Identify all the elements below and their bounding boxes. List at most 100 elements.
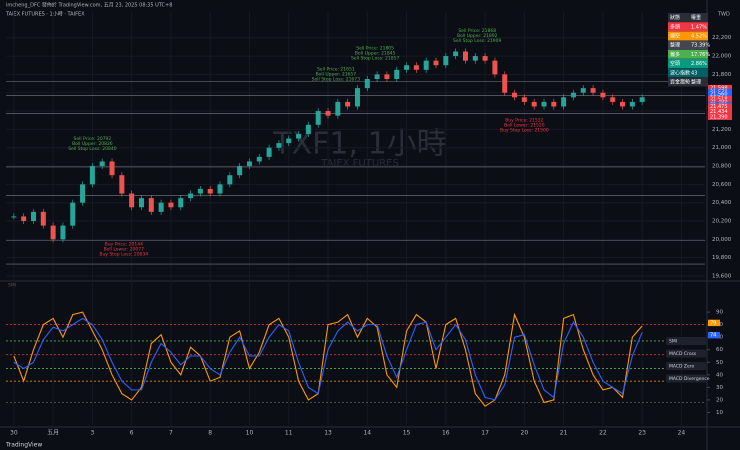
watermark: TXF1, 1小時 (272, 127, 446, 162)
x-tick-label: 30 (10, 430, 18, 437)
indicator-button[interactable] (666, 337, 706, 345)
annotation: Sell Price: 21868 (458, 28, 496, 34)
candle (305, 124, 311, 134)
table-cell: 波心指數 (670, 69, 690, 76)
candle (207, 188, 213, 194)
x-tick-label: 22 (599, 430, 607, 437)
candle (99, 161, 105, 167)
candle (404, 65, 410, 70)
watermark-sub: TAIEX FUTURES (320, 158, 399, 169)
candle (551, 101, 557, 107)
y-tick-label: 40 (716, 372, 723, 378)
table-cell: 權重 (691, 14, 701, 21)
indicator-button[interactable] (666, 349, 706, 358)
candle (561, 97, 567, 107)
candle (315, 111, 321, 125)
price-tag (708, 108, 732, 115)
candle (178, 198, 184, 208)
candle (502, 74, 508, 93)
candle (620, 101, 626, 107)
annotation: Buy Stop Loss: 20034 (99, 251, 148, 257)
y-tick-label: 50 (716, 360, 723, 366)
table-cell: 73.39% (691, 43, 710, 49)
table-row (668, 68, 708, 78)
y-tick-label: 20,400 (712, 200, 732, 206)
last-value-tag (708, 331, 720, 339)
last-value-label: 79 (710, 320, 716, 326)
candle (629, 101, 635, 107)
indicator-button[interactable] (666, 374, 706, 383)
candle (394, 69, 400, 79)
candle (129, 193, 135, 208)
x-tick-label: 7 (169, 430, 173, 437)
currency: TWD (717, 12, 730, 18)
candle (246, 161, 252, 167)
last-value-label: 74 (710, 333, 716, 339)
candle (443, 56, 449, 66)
candle (325, 111, 331, 116)
price-tag (708, 113, 732, 120)
x-tick-label: 20 (521, 430, 529, 437)
candle (610, 97, 616, 102)
logo: TradingView (5, 442, 42, 449)
annotation: Sell Price: 21805 (356, 45, 394, 51)
table-cell: 偏多 (670, 51, 680, 58)
price-tag-label: 21,560 (710, 91, 728, 97)
indicator-title: SMI (8, 283, 16, 289)
annotation: Buy Stop Loss: 21500 (500, 128, 549, 134)
candle (374, 74, 380, 79)
candle (384, 74, 390, 79)
candle (639, 97, 645, 102)
indicator-button[interactable] (666, 362, 706, 370)
x-tick-label: 3 (90, 430, 94, 437)
table-cell: 4.52% (691, 34, 707, 40)
candle (335, 101, 341, 116)
annotation: Sell Stop Loss: 21673 (312, 76, 360, 82)
table-cell: 2.86% (691, 61, 707, 67)
table-cell: 資金趨勢 (670, 79, 690, 86)
indicator-button-label: SMI (669, 339, 677, 345)
indicator-button-label: MACD Zero (669, 364, 695, 370)
x-tick-label: 五月 (47, 430, 59, 437)
y-tick-label: 20,800 (712, 164, 732, 170)
table-cell: 整理 (691, 79, 701, 86)
candle (531, 101, 537, 107)
table-row (668, 31, 708, 41)
candle (227, 175, 233, 185)
table-row (668, 40, 708, 50)
candle (541, 101, 547, 107)
table-row (668, 13, 708, 22)
candle (600, 92, 606, 98)
y-tick-label: 20,000 (712, 237, 732, 243)
table-row (668, 22, 708, 32)
candle (580, 88, 586, 93)
annotation: Sell Price: 21651 (317, 66, 355, 72)
price-tag-label: 21,434 (710, 109, 728, 115)
candle (80, 184, 86, 203)
candle (521, 97, 527, 102)
table-cell: 空頭 (670, 60, 680, 67)
candle (197, 188, 203, 194)
table-cell: 整理 (670, 42, 680, 49)
x-tick-label: 24 (678, 430, 686, 437)
annotation: Buy Price: 20144 (105, 241, 143, 247)
y-tick-label: 21,800 (712, 72, 732, 78)
annotation: Sell Stop Loss: 21857 (351, 55, 399, 61)
x-tick-label: 21 (560, 430, 568, 437)
annotation: Sell Stop Loss: 21909 (453, 38, 501, 44)
table-cell: 17.76% (691, 52, 710, 58)
annotation: Sell Price: 20792 (73, 136, 111, 142)
annotation: Boll Upper: 20826 (72, 141, 113, 147)
x-tick-label: 6 (130, 430, 134, 437)
y-tick-label: 90 (716, 310, 723, 316)
candle (482, 56, 488, 61)
candle (266, 147, 272, 157)
price-tag (708, 84, 732, 92)
oscillator-line (13, 311, 643, 407)
candle (286, 138, 292, 144)
candle (512, 92, 518, 98)
y-tick-label: 10 (716, 410, 723, 416)
y-tick-label: 22,000 (712, 54, 732, 60)
candle (148, 198, 154, 212)
candle (364, 78, 370, 89)
